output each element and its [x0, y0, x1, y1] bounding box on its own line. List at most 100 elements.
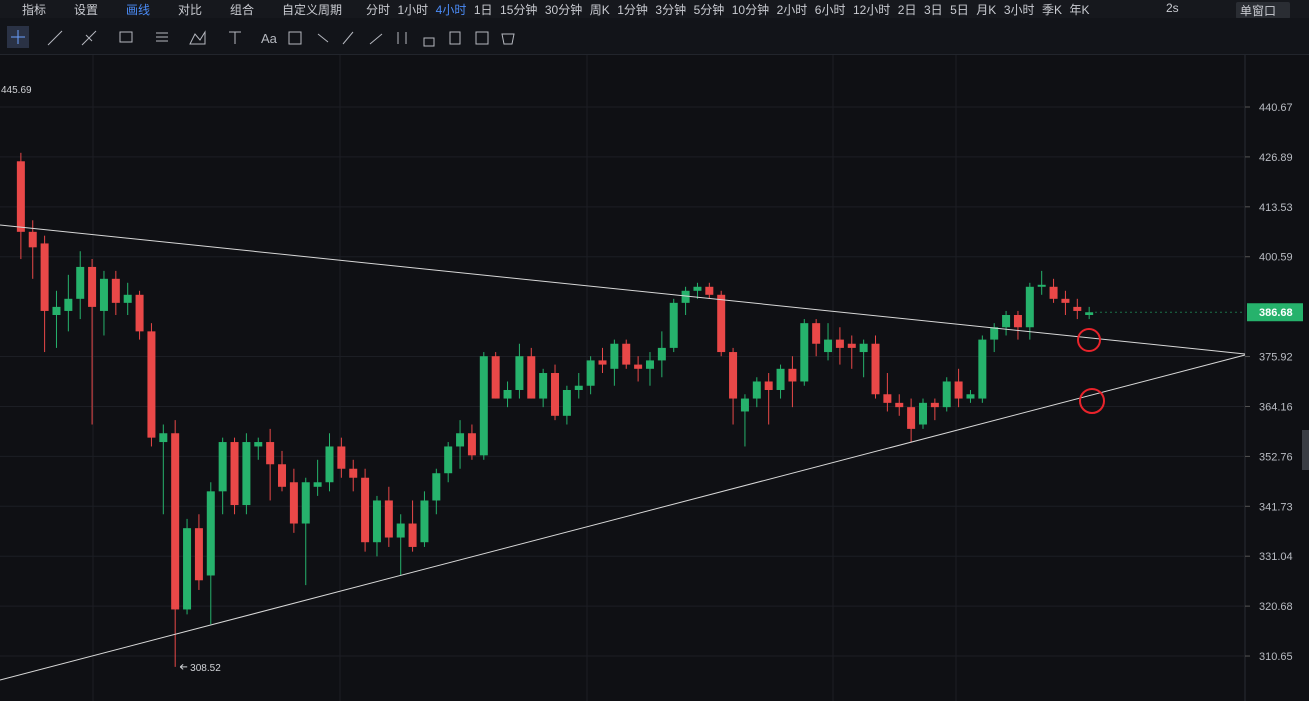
candle-body	[254, 442, 263, 447]
candle-body	[171, 433, 180, 610]
tool-button[interactable]: 画线	[126, 3, 151, 17]
y-tick-label: 413.53	[1259, 202, 1293, 214]
candle-body	[847, 343, 856, 348]
candle-body	[52, 306, 61, 316]
period-button[interactable]: 3分钟	[655, 3, 687, 17]
candle-body	[598, 360, 607, 365]
period-button[interactable]: 季K	[1041, 3, 1062, 17]
candle-body	[1049, 286, 1058, 299]
candle-body	[28, 231, 37, 248]
candle-body	[942, 381, 951, 408]
trend-line[interactable]	[0, 354, 1246, 681]
candle-body	[111, 278, 120, 303]
chart: 440.67 426.89 413.53 400.59 375.92 364.16 352.…	[0, 55, 1309, 701]
period-button[interactable]: 月K	[976, 3, 997, 17]
candle-body	[64, 298, 73, 311]
candle-body	[218, 442, 227, 492]
candle-body	[242, 442, 251, 506]
candle-body	[622, 343, 631, 365]
rect-icon[interactable]	[119, 31, 133, 43]
candle-body	[645, 360, 654, 369]
candle-body	[194, 528, 203, 581]
candles	[16, 152, 1094, 667]
candle-body	[1013, 315, 1022, 328]
drawing-toolbar: Aa	[0, 18, 1309, 55]
tool-button[interactable]: 设置	[74, 3, 99, 17]
low-marker-arrow	[179, 663, 188, 670]
period-button[interactable]: 1小时	[397, 3, 429, 17]
candle-body	[432, 473, 441, 501]
period-button[interactable]: 6小时	[814, 3, 846, 17]
side-handle[interactable]	[1302, 430, 1309, 470]
candle-body	[76, 266, 85, 299]
candle-body	[372, 500, 381, 543]
candle-body	[266, 442, 275, 465]
candle-body	[349, 468, 358, 478]
refresh-rate[interactable]: 2s	[1166, 1, 1179, 15]
candle-body	[456, 433, 465, 447]
candle-body	[206, 491, 215, 576]
high-marker: 445.69	[1, 85, 32, 96]
tool-button[interactable]: 组合	[230, 3, 255, 17]
period-button[interactable]: 1日	[473, 3, 493, 17]
window-mode[interactable]: 单窗口	[1236, 2, 1291, 19]
highlight-circle	[1077, 328, 1101, 352]
candle-body	[420, 500, 429, 543]
candle-body	[1025, 286, 1034, 328]
trend-line[interactable]	[0, 224, 1246, 355]
tool-icons[interactable]	[229, 31, 515, 47]
period-button[interactable]: 1分钟	[617, 3, 648, 17]
candle-body	[1073, 306, 1082, 311]
candle-body	[396, 523, 405, 538]
text-tool[interactable]: Aa	[261, 31, 278, 46]
tool-icons[interactable]	[156, 30, 206, 45]
period-button[interactable]: 3小时	[1003, 3, 1035, 17]
crosshair-icon	[11, 30, 25, 44]
candle-body	[907, 407, 916, 429]
candle-body	[99, 278, 108, 311]
candle-body	[479, 356, 488, 456]
period-button[interactable]: 3日	[923, 3, 943, 17]
candle-body	[918, 402, 927, 425]
period-button[interactable]: 5日	[950, 3, 969, 17]
period-button[interactable]: 15分钟	[500, 3, 538, 17]
period-button[interactable]: 12小时	[852, 3, 891, 17]
candle-body	[764, 381, 773, 390]
candle-body	[301, 482, 310, 524]
custom-period[interactable]: 自定义周期	[282, 3, 343, 17]
period-button[interactable]: 30分钟	[544, 3, 583, 17]
candle-body	[515, 356, 524, 390]
highlight-circle	[1079, 388, 1105, 414]
candle-body	[230, 442, 239, 506]
candle-body	[278, 464, 287, 487]
period-button[interactable]: 2小时	[776, 3, 808, 17]
tool-button[interactable]: 对比	[178, 3, 203, 17]
low-marker: 308.52	[190, 663, 221, 674]
candle-body	[408, 523, 417, 547]
period-button[interactable]: 5分钟	[693, 3, 725, 17]
candle-body	[444, 446, 453, 474]
candle-body	[871, 343, 880, 395]
candle-body	[705, 286, 714, 295]
tool-button[interactable]: 指标	[22, 3, 47, 17]
candle-body	[740, 398, 749, 412]
candle-body	[88, 266, 97, 307]
period-button[interactable]: 10分钟	[731, 3, 770, 17]
candle-body	[681, 290, 690, 303]
period-button[interactable]: 周K	[589, 3, 610, 17]
candle-body	[562, 389, 571, 416]
candle-body	[824, 339, 833, 353]
candle-body	[40, 243, 49, 311]
candle-body	[551, 373, 560, 416]
y-tick-label: 352.76	[1259, 451, 1293, 463]
period-button[interactable]: 2日	[897, 3, 917, 17]
candle-body	[361, 477, 370, 543]
period-button[interactable]: 年K	[1069, 3, 1090, 17]
y-tick-label: 375.92	[1259, 352, 1293, 364]
period-button[interactable]: 分时	[366, 3, 391, 17]
candle-body	[123, 294, 132, 303]
candle-body	[610, 343, 619, 369]
y-tick-label: 331.04	[1259, 551, 1293, 563]
period-button[interactable]: 4小时	[435, 3, 467, 17]
